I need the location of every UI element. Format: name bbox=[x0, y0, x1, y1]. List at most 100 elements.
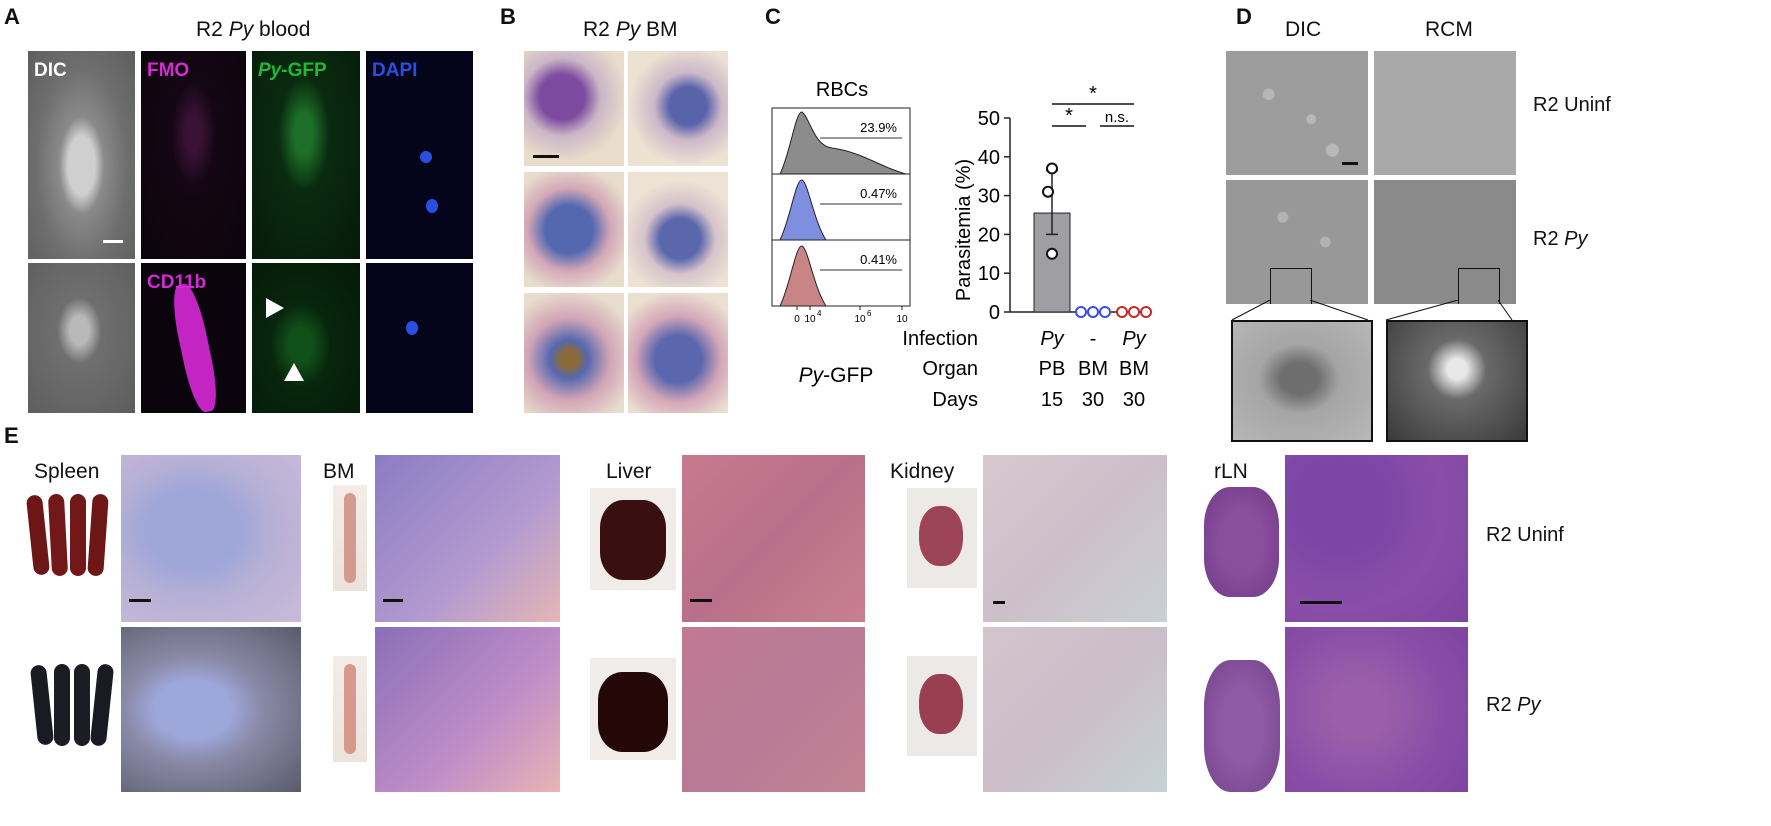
data-point bbox=[1075, 306, 1087, 318]
spleen-photo-py bbox=[74, 664, 90, 746]
liver bbox=[598, 672, 668, 752]
hist-xlabel-italic: Py bbox=[799, 364, 825, 387]
micrograph-a-cd11b bbox=[141, 263, 246, 413]
scale-bar-e-liver bbox=[690, 599, 712, 602]
gate-percent: 0.41% bbox=[860, 252, 897, 267]
scale-bar-b bbox=[533, 155, 559, 158]
d-row-label-py-prefix: R2 bbox=[1533, 228, 1565, 250]
smear-b-4 bbox=[628, 172, 728, 287]
organ-label-spleen: Spleen bbox=[34, 460, 100, 483]
kidney bbox=[919, 506, 963, 566]
histology-spleen-uninf bbox=[121, 455, 301, 622]
y-tick-label: 30 bbox=[978, 186, 1000, 208]
spleen-photo bbox=[87, 493, 109, 577]
liver-photo-uninf bbox=[590, 488, 676, 590]
e-row-label-py: R2 Py bbox=[1486, 694, 1540, 717]
label-dic: DIC bbox=[34, 60, 67, 81]
organ-label-liver: Liver bbox=[606, 460, 652, 483]
panel-letter-e: E bbox=[4, 423, 19, 448]
micrograph-a-dic-1 bbox=[28, 51, 135, 259]
nucleus bbox=[406, 321, 418, 335]
histology-kidney-uninf bbox=[983, 455, 1167, 622]
spleen-photo bbox=[70, 494, 86, 576]
data-point bbox=[1046, 162, 1058, 175]
smear-b-3 bbox=[524, 172, 624, 287]
d-row-label-py: R2 Py bbox=[1533, 228, 1587, 251]
d-row-label-py-italic: Py bbox=[1564, 228, 1588, 250]
micrograph-d-dic-uninf bbox=[1226, 51, 1368, 175]
arrowhead-icon bbox=[266, 298, 284, 318]
organ-2: BM bbox=[1078, 358, 1108, 380]
micrograph-a-fmo bbox=[141, 51, 246, 259]
x-tick-exponent: 4 bbox=[817, 309, 822, 318]
micrograph-d-rcm-uninf bbox=[1374, 51, 1516, 175]
data-point bbox=[1116, 306, 1128, 318]
scale-bar-e-rln bbox=[1300, 601, 1342, 604]
x-tick-label: 10 bbox=[804, 314, 816, 325]
femur bbox=[344, 493, 356, 583]
x-tick-label: 10 bbox=[854, 314, 866, 325]
sig-right: n.s. bbox=[1105, 109, 1129, 126]
micrograph-a-dapi-2 bbox=[366, 263, 473, 413]
histology-bm-py bbox=[375, 627, 560, 792]
inset-d-rcm bbox=[1386, 320, 1528, 442]
histogram-frame bbox=[771, 239, 911, 307]
kidney-photo-py bbox=[907, 656, 977, 756]
x-tick-exponent: 6 bbox=[867, 309, 872, 318]
histology-liver-uninf bbox=[682, 455, 865, 622]
bar-marks bbox=[1033, 162, 1152, 318]
bar-ylabel: Parasitemia (%) bbox=[953, 159, 975, 301]
infection-2: - bbox=[1090, 328, 1097, 350]
panel-letter-d: D bbox=[1236, 4, 1252, 29]
gate-percent: 0.47% bbox=[860, 186, 897, 201]
sig-top: * bbox=[1089, 83, 1097, 105]
panel-a-title-italic: Py bbox=[228, 18, 254, 41]
data-point bbox=[1140, 306, 1152, 318]
organ-label-bm: BM bbox=[323, 460, 355, 483]
x-tick-label: 0 bbox=[794, 314, 800, 325]
histology-kidney-py bbox=[983, 627, 1167, 792]
flow-histograms: 23.9% 0.47% 0.41% bbox=[771, 107, 911, 307]
smear-b-1 bbox=[524, 51, 624, 166]
d-col-title-rcm: RCM bbox=[1425, 18, 1473, 41]
kidney bbox=[919, 674, 963, 734]
organ-label-rln: rLN bbox=[1214, 460, 1248, 483]
inset-d-dic bbox=[1231, 320, 1373, 442]
histology-bm-uninf bbox=[375, 455, 560, 622]
days-3: 30 bbox=[1123, 389, 1145, 411]
inset-zoom-lines bbox=[1231, 300, 1513, 321]
d-col-title-dic: DIC bbox=[1285, 18, 1322, 41]
organ-3: BM bbox=[1119, 358, 1149, 380]
label-py-gfp-italic: Py bbox=[258, 60, 282, 81]
scale-bar-e-bm bbox=[383, 599, 403, 602]
organ-1: PB bbox=[1039, 358, 1066, 380]
histogram-curve bbox=[779, 245, 827, 307]
kidney-photo-uninf bbox=[907, 488, 977, 588]
panel-b-title: R2 Py BM bbox=[583, 18, 678, 42]
liver-photo-py bbox=[590, 658, 676, 760]
organ-label-kidney: Kidney bbox=[890, 460, 955, 483]
histology-rln-uninf bbox=[1285, 455, 1468, 622]
hist-xlabel-suffix: -GFP bbox=[823, 364, 873, 387]
micrograph-a-gfp-2 bbox=[252, 263, 360, 413]
inset-box bbox=[1458, 268, 1500, 304]
e-row-label-py-italic: Py bbox=[1517, 694, 1541, 716]
e-row-label-py-prefix: R2 bbox=[1486, 694, 1518, 716]
label-py-gfp-suffix: -GFP bbox=[281, 60, 327, 81]
data-point bbox=[1128, 306, 1140, 318]
data-point bbox=[1042, 185, 1054, 198]
data-point bbox=[1099, 306, 1111, 318]
label-py-gfp: Py-GFP bbox=[258, 60, 327, 82]
scale-bar-a bbox=[103, 240, 123, 243]
days-1: 15 bbox=[1041, 389, 1063, 411]
smear-b-6 bbox=[628, 293, 728, 413]
histogram-curve bbox=[779, 179, 827, 241]
micrograph-a-dic-2 bbox=[28, 263, 135, 413]
row-label-organ: Organ bbox=[922, 358, 978, 380]
y-tick-label: 20 bbox=[978, 224, 1000, 246]
rln-section-py bbox=[1204, 660, 1280, 792]
bm-photo-uninf bbox=[333, 485, 367, 591]
liver bbox=[600, 500, 666, 580]
y-tick-label: 0 bbox=[989, 302, 1000, 324]
scale-bar-e-spleen bbox=[129, 599, 151, 602]
